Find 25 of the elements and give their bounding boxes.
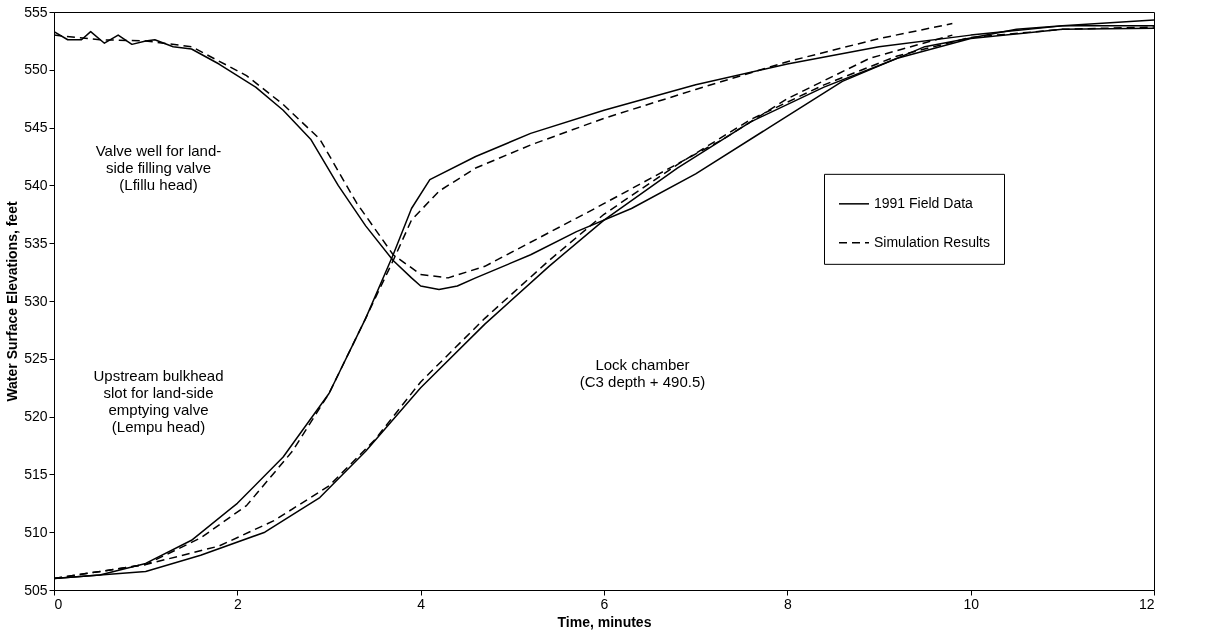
x-tick-label: 2 bbox=[233, 595, 242, 612]
x-tick-label: 0 bbox=[54, 595, 63, 612]
y-tick-label: 525 bbox=[24, 350, 48, 367]
y-axis-title: Water Surface Elevations, feet bbox=[4, 201, 21, 402]
x-axis-title: Time, minutes bbox=[557, 613, 652, 630]
y-tick-label: 545 bbox=[24, 119, 48, 136]
y-tick-label: 520 bbox=[24, 408, 48, 425]
legend-label: 1991 Field Data bbox=[874, 194, 974, 211]
x-tick-label: 4 bbox=[417, 595, 426, 612]
x-tick-label: 8 bbox=[783, 595, 792, 612]
legend-label: Simulation Results bbox=[874, 233, 990, 250]
x-tick-label: 6 bbox=[600, 595, 609, 612]
y-tick-label: 555 bbox=[24, 3, 48, 20]
y-tick-label: 540 bbox=[24, 176, 48, 193]
annotation: Lock chamber (C3 depth + 490.5) bbox=[579, 355, 706, 390]
x-tick-label: 12 bbox=[1138, 595, 1155, 612]
y-tick-label: 515 bbox=[24, 465, 48, 482]
y-tick-label: 550 bbox=[24, 61, 48, 78]
annotation: Upstream bulkhead slot for land-side emptying valve (Lempu head) bbox=[93, 367, 224, 436]
y-tick-label: 535 bbox=[24, 234, 48, 251]
y-tick-label: 510 bbox=[24, 523, 48, 540]
x-tick-label: 10 bbox=[963, 595, 980, 612]
y-tick-label: 530 bbox=[24, 292, 48, 309]
annotation: Valve well for land- side filling valve (Lfillu head) bbox=[95, 141, 222, 193]
y-tick-label: 505 bbox=[24, 581, 48, 598]
